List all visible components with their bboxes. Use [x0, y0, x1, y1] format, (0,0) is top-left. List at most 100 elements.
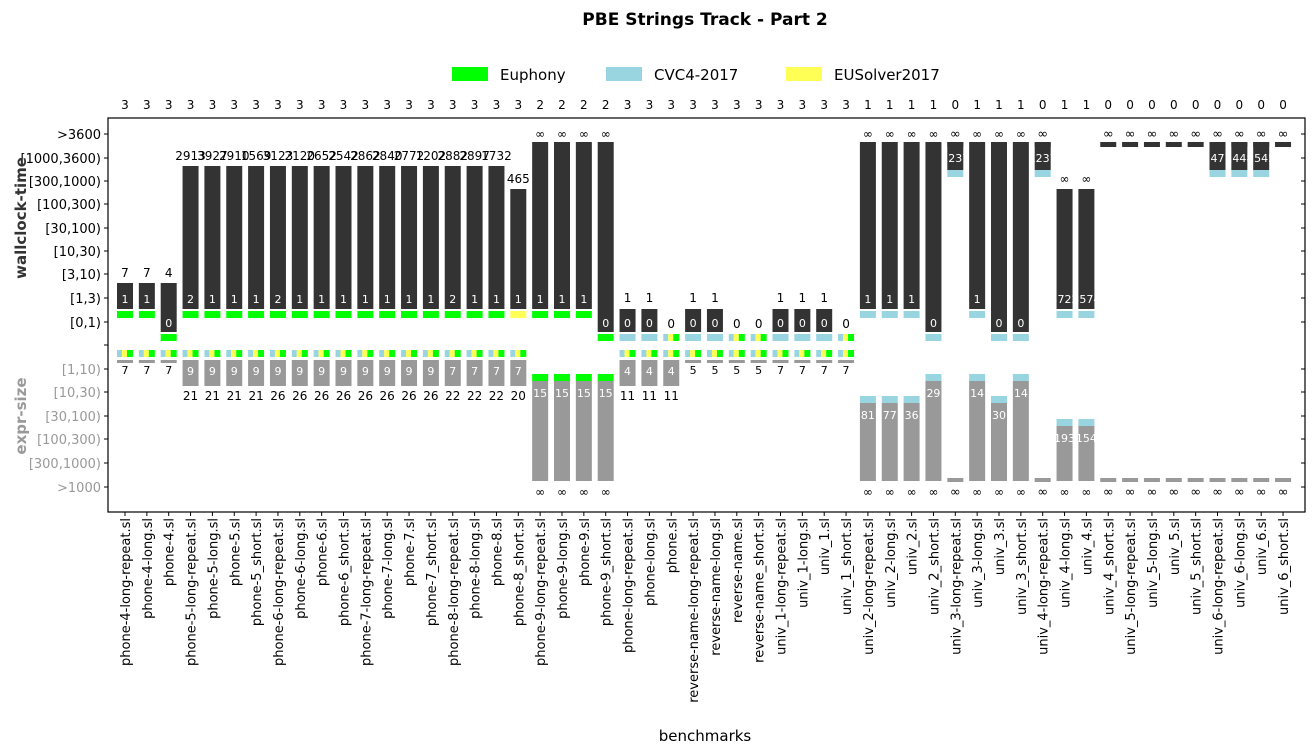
cvc4-marker	[838, 334, 844, 341]
euphony-size-marker	[804, 350, 811, 357]
best-solver-marker	[335, 311, 352, 318]
size-bottom-label: 26	[358, 389, 373, 403]
time-top-label: 1	[777, 291, 785, 305]
time-top-label: ∞	[601, 127, 611, 141]
time-top-label: 1732	[481, 149, 512, 163]
size-bottom-label: ∞	[928, 485, 938, 499]
time-top-label: 7	[143, 266, 151, 280]
size-bar	[969, 381, 986, 481]
euphony-size-marker	[323, 350, 330, 357]
eusolver-size-marker	[799, 350, 805, 357]
eusolver-size-marker	[821, 350, 827, 357]
time-bar	[532, 142, 549, 309]
solved-count-label: 3	[383, 98, 391, 112]
time-bar	[138, 283, 155, 309]
time-top-label: 2910	[219, 149, 250, 163]
cvc4-size-marker	[401, 350, 407, 357]
x-tick-label: phone-7.sl	[403, 518, 418, 586]
solved-count-label: 3	[667, 98, 675, 112]
eusolver-size-marker	[690, 350, 696, 357]
size-bottom-label: 21	[227, 389, 242, 403]
time-best-label: 1	[559, 293, 566, 306]
time-top-label: 2882	[437, 149, 468, 163]
time-best-label: 1448	[1225, 152, 1253, 165]
time-best-label: 0	[930, 317, 937, 330]
size-bottom-label: ∞	[579, 485, 589, 499]
euphony-marker	[738, 334, 745, 341]
time-bar	[925, 142, 942, 332]
time-bar	[903, 142, 920, 309]
size-bottom-label: 11	[664, 389, 679, 403]
solved-count-label: 3	[362, 98, 370, 112]
best-solver-marker	[532, 311, 549, 318]
y-tick-label-size: [10,30)	[54, 386, 101, 401]
time-top-label: 0	[755, 317, 763, 331]
solved-count-label: 1	[1083, 98, 1091, 112]
size-bottom-label: ∞	[535, 485, 545, 499]
x-tick-label: univ_4_short.sl	[1102, 518, 1117, 615]
time-bar	[991, 142, 1007, 332]
eusolver-size-marker	[493, 350, 499, 357]
time-best-label: 1	[515, 293, 522, 306]
euphony-size-marker	[432, 350, 439, 357]
euphony-size-marker	[454, 350, 461, 357]
time-best-label: 0	[165, 317, 172, 330]
euphony-size-marker	[389, 350, 396, 357]
size-bottom-label: ∞	[557, 485, 567, 499]
solved-count-label: 0	[1236, 98, 1244, 112]
solved-count-label: 3	[449, 98, 457, 112]
size-bar	[291, 360, 308, 386]
size-bar	[663, 360, 680, 386]
solved-count-label: 2	[558, 98, 566, 112]
best-solver-marker	[160, 334, 177, 341]
size-bar	[357, 360, 374, 386]
size-solver-marker	[1012, 374, 1029, 381]
chart-title: PBE Strings Track - Part 2	[582, 10, 827, 30]
euphony-size-marker	[367, 350, 374, 357]
solved-count-label: 1	[995, 98, 1003, 112]
size-bottom-label: 22	[445, 389, 460, 403]
x-tick-label: phone-4-long-repeat.sl	[119, 518, 134, 666]
time-top-label: ∞	[535, 127, 545, 141]
x-tick-label: phone-8_short.sl	[512, 518, 527, 626]
size-bar	[619, 360, 636, 386]
size-top-label: 5	[711, 364, 718, 377]
euphony-size-marker	[673, 350, 680, 357]
time-bar	[575, 142, 592, 309]
size-bar	[1034, 478, 1051, 482]
size-bottom-label: ∞	[1147, 485, 1158, 500]
time-best-label: 1	[864, 293, 871, 306]
time-top-label: 3927	[197, 149, 228, 163]
x-tick-label: phone-9-long-repeat.sl	[534, 518, 549, 666]
size-bar	[1078, 426, 1095, 481]
best-solver-marker	[925, 334, 942, 341]
size-top-label: 7	[165, 364, 172, 377]
time-bar	[422, 166, 439, 309]
best-solver-marker	[488, 311, 505, 318]
x-tick-label: univ_2.sl	[906, 518, 921, 575]
time-best-label: 1	[886, 293, 893, 306]
best-solver-marker	[881, 311, 898, 318]
euphony-marker	[760, 334, 767, 341]
time-top-label: 2897	[459, 149, 490, 163]
size-solver-marker	[575, 374, 592, 381]
euphony-size-marker	[214, 350, 221, 357]
solved-count-label: 3	[711, 98, 719, 112]
size-solver-marker	[991, 396, 1007, 403]
size-top-label: 81	[861, 409, 875, 422]
y-tick-label-size: [1,10)	[62, 363, 101, 378]
time-best-label: 2	[449, 293, 456, 306]
solved-count-label: 0	[1148, 98, 1156, 112]
time-top-label: 2862	[350, 149, 381, 163]
y-tick-label-time: [100,300)	[37, 198, 101, 213]
eusolver-size-marker	[362, 350, 368, 357]
x-tick-label: univ_1-long.sl	[796, 518, 811, 608]
best-solver-marker	[357, 311, 374, 318]
size-bar	[816, 360, 833, 363]
size-bottom-label: 21	[183, 389, 198, 403]
x-tick-label: univ_6_short.sl	[1277, 518, 1292, 615]
time-best-label: 0	[777, 317, 784, 330]
time-bar	[772, 309, 789, 332]
time-top-label: ∞	[972, 127, 982, 141]
time-bar	[685, 309, 702, 332]
